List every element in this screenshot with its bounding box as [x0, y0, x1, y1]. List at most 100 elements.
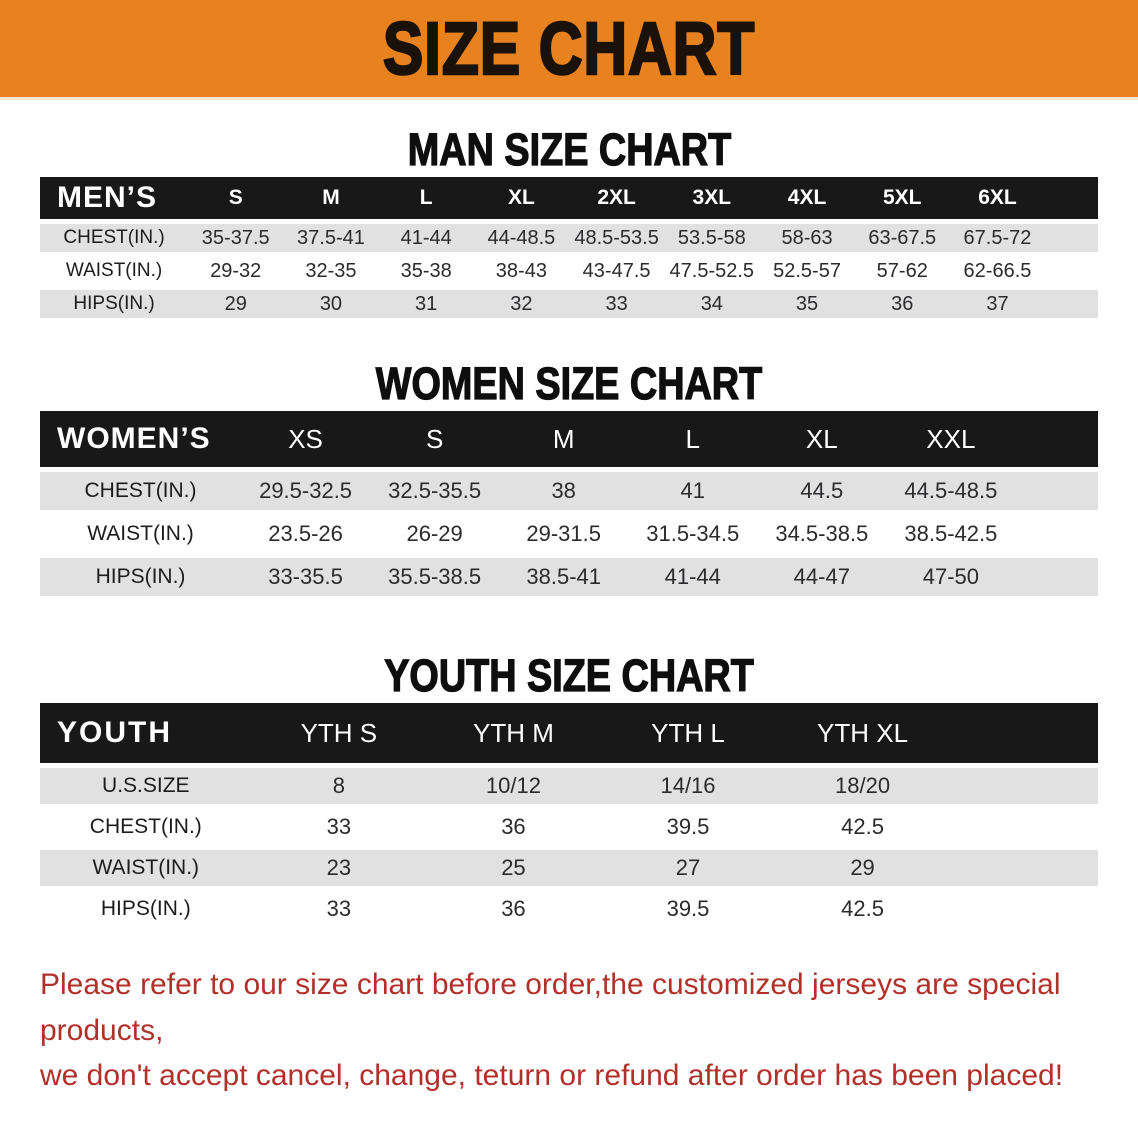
table-cell: 33-35.5: [241, 558, 371, 596]
man-size-chart-title-text: MAN SIZE CHART: [407, 124, 731, 175]
mens-waist-label: WAIST(IN.): [40, 257, 189, 285]
youth-col-xl: YTH XL: [775, 703, 950, 763]
table-cell: 30: [283, 290, 379, 318]
table-cell: 29-32: [188, 257, 284, 285]
table-cell: 35-37.5: [188, 224, 284, 252]
table-cell: 37: [949, 290, 1046, 318]
table-cell: 33: [251, 891, 427, 927]
mens-col-3xl: 3XL: [664, 177, 760, 219]
table-cell: 14/16: [600, 768, 776, 804]
table-row: WAIST(IN.) 23.5-26 26-29 29-31.5 31.5-34…: [40, 515, 1098, 553]
mens-hips-label: HIPS(IN.): [40, 290, 189, 318]
table-row: WAIST(IN.) 29-32 32-35 35-38 38-43 43-47…: [40, 257, 1098, 285]
table-cell: 44.5: [757, 472, 887, 510]
spacer-cell: [949, 809, 1098, 845]
womens-col-m: M: [499, 411, 629, 467]
mens-chest-label: CHEST(IN.): [40, 224, 189, 252]
table-cell: 33: [568, 290, 665, 318]
womens-col-s: S: [370, 411, 500, 467]
table-cell: 48.5-53.5: [568, 224, 665, 252]
youth-col-l: YTH L: [600, 703, 776, 763]
womens-size-table: WOMEN’S XS S M L XL XXL CHEST(IN.) 29.5-…: [40, 406, 1098, 601]
womens-hips-label: HIPS(IN.): [40, 558, 242, 596]
spacer-cell: [949, 703, 1098, 763]
spacer-cell: [1045, 290, 1098, 318]
table-cell: 41-44: [628, 558, 758, 596]
table-cell: 23.5-26: [241, 515, 371, 553]
table-cell: 35-38: [378, 257, 474, 285]
mens-col-xl: XL: [473, 177, 569, 219]
table-cell: 42.5: [775, 891, 950, 927]
spacer-cell: [1015, 558, 1098, 596]
womens-group-label: WOMEN’S: [40, 411, 242, 467]
table-cell: 35.5-38.5: [370, 558, 500, 596]
table-cell: 26-29: [370, 515, 500, 553]
table-cell: 23: [251, 850, 427, 886]
table-row: HIPS(IN.) 33-35.5 35.5-38.5 38.5-41 41-4…: [40, 558, 1098, 596]
table-cell: 10/12: [426, 768, 601, 804]
table-cell: 29-31.5: [499, 515, 629, 553]
mens-col-l: L: [378, 177, 474, 219]
table-row: CHEST(IN.) 33 36 39.5 42.5: [40, 809, 1098, 845]
womens-col-xxl: XXL: [886, 411, 1016, 467]
table-cell: 32: [473, 290, 569, 318]
youth-size-chart-title-text: YOUTH SIZE CHART: [384, 650, 755, 701]
spacer-cell: [1045, 257, 1098, 285]
youth-size-chart-title: YOUTH SIZE CHART: [0, 650, 1138, 701]
table-cell: 29.5-32.5: [241, 472, 371, 510]
mens-col-s: S: [188, 177, 284, 219]
womens-col-xs: XS: [241, 411, 371, 467]
mens-col-5xl: 5XL: [854, 177, 950, 219]
youth-col-s: YTH S: [251, 703, 427, 763]
table-cell: 38-43: [473, 257, 569, 285]
table-cell: 62-66.5: [949, 257, 1046, 285]
table-cell: 47-50: [886, 558, 1016, 596]
table-cell: 52.5-57: [759, 257, 855, 285]
youth-header-row: YOUTH YTH S YTH M YTH L YTH XL: [40, 703, 1098, 763]
table-cell: 32.5-35.5: [370, 472, 500, 510]
table-cell: 36: [426, 891, 601, 927]
youth-chest-label: CHEST(IN.): [40, 809, 252, 845]
table-row: HIPS(IN.) 29 30 31 32 33 34 35 36 37: [40, 290, 1098, 318]
table-row: WAIST(IN.) 23 25 27 29: [40, 850, 1098, 886]
spacer-cell: [949, 850, 1098, 886]
womens-col-l: L: [628, 411, 758, 467]
women-size-chart-title: WOMEN SIZE CHART: [0, 360, 1138, 406]
youth-size-table: YOUTH YTH S YTH M YTH L YTH XL U.S.SIZE …: [40, 698, 1098, 932]
table-cell: 38: [499, 472, 629, 510]
table-cell: 58-63: [759, 224, 855, 252]
table-cell: 29: [188, 290, 284, 318]
spacer-cell: [949, 891, 1098, 927]
table-row: CHEST(IN.) 29.5-32.5 32.5-35.5 38 41 44.…: [40, 472, 1098, 510]
table-cell: 38.5-41: [499, 558, 629, 596]
table-cell: 67.5-72: [949, 224, 1046, 252]
spacer-cell: [1045, 224, 1098, 252]
table-cell: 41: [628, 472, 758, 510]
womens-col-xl: XL: [757, 411, 887, 467]
table-cell: 63-67.5: [854, 224, 950, 252]
table-row: HIPS(IN.) 33 36 39.5 42.5: [40, 891, 1098, 927]
mens-col-m: M: [283, 177, 379, 219]
table-cell: 18/20: [775, 768, 950, 804]
table-cell: 37.5-41: [283, 224, 379, 252]
mens-group-label: MEN’S: [40, 177, 189, 219]
disclaimer-line-2: we don't accept cancel, change, teturn o…: [40, 1059, 1064, 1093]
man-size-chart-title: MAN SIZE CHART: [0, 124, 1138, 175]
table-cell: 35: [759, 290, 855, 318]
table-cell: 27: [600, 850, 776, 886]
mens-header-row: MEN’S S M L XL 2XL 3XL 4XL 5XL 6XL: [40, 177, 1098, 219]
table-cell: 44-47: [757, 558, 887, 596]
spacer-cell: [1015, 515, 1098, 553]
mens-col-2xl: 2XL: [568, 177, 665, 219]
table-cell: 8: [251, 768, 427, 804]
spacer-cell: [1045, 177, 1098, 219]
mens-col-6xl: 6XL: [949, 177, 1046, 219]
youth-col-m: YTH M: [426, 703, 601, 763]
table-cell: 29: [775, 850, 950, 886]
table-row: CHEST(IN.) 35-37.5 37.5-41 41-44 44-48.5…: [40, 224, 1098, 252]
spacer-cell: [949, 768, 1098, 804]
table-cell: 36: [854, 290, 950, 318]
table-cell: 25: [426, 850, 601, 886]
table-cell: 34: [664, 290, 760, 318]
youth-group-label: YOUTH: [40, 703, 252, 763]
